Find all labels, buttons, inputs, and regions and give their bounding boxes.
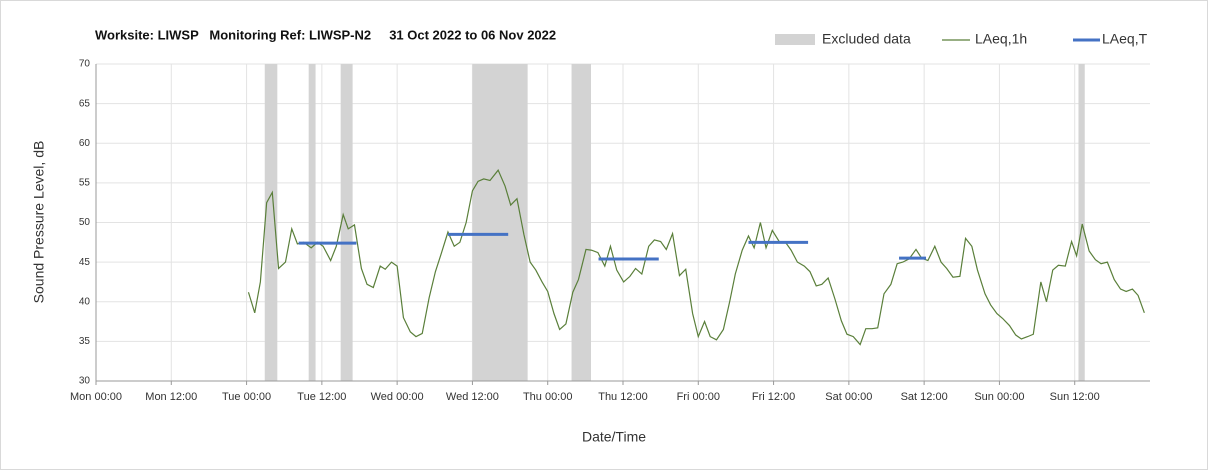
y-tick-label: 30	[79, 376, 91, 387]
excluded-band	[1078, 64, 1085, 381]
y-axis-label: Sound Pressure Level, dB	[31, 141, 47, 304]
y-tick-label: 65	[79, 98, 91, 109]
excluded-band	[472, 64, 528, 381]
x-tick-label: Sat 00:00	[825, 391, 872, 403]
excluded-band	[308, 64, 316, 381]
x-tick-label: Sat 12:00	[901, 391, 948, 403]
excluded-band	[340, 64, 353, 381]
y-tick-label: 35	[79, 336, 91, 347]
x-tick-label: Thu 12:00	[598, 391, 648, 403]
x-axis-label: Date/Time	[582, 429, 646, 445]
y-tick-label: 45	[79, 257, 91, 268]
y-tick-label: 50	[79, 217, 91, 228]
chart-title: Worksite: LIWSP Monitoring Ref: LIWSP-N2…	[95, 27, 556, 42]
legend-label: LAeq,T	[1102, 31, 1148, 47]
x-tick-label: Wed 00:00	[371, 391, 424, 403]
y-tick-label: 40	[79, 296, 91, 307]
y-tick-label: 70	[79, 59, 91, 70]
legend-label: Excluded data	[822, 31, 911, 47]
x-tick-label: Tue 00:00	[222, 391, 271, 403]
x-tick-label: Sun 00:00	[974, 391, 1024, 403]
x-tick-label: Wed 12:00	[446, 391, 499, 403]
x-tick-label: Sun 12:00	[1050, 391, 1100, 403]
x-tick-label: Fri 12:00	[752, 391, 795, 403]
x-tick-label: Mon 12:00	[145, 391, 197, 403]
x-tick-label: Tue 12:00	[297, 391, 346, 403]
excluded-band	[264, 64, 278, 381]
x-tick-label: Fri 00:00	[677, 391, 720, 403]
x-tick-label: Mon 00:00	[70, 391, 122, 403]
excluded-band	[571, 64, 592, 381]
legend-label: LAeq,1h	[975, 31, 1027, 47]
x-tick-label: Thu 00:00	[523, 391, 573, 403]
y-tick-label: 60	[79, 138, 91, 149]
y-tick-label: 55	[79, 178, 91, 189]
legend-swatch	[775, 34, 815, 45]
series-line	[247, 169, 1145, 346]
